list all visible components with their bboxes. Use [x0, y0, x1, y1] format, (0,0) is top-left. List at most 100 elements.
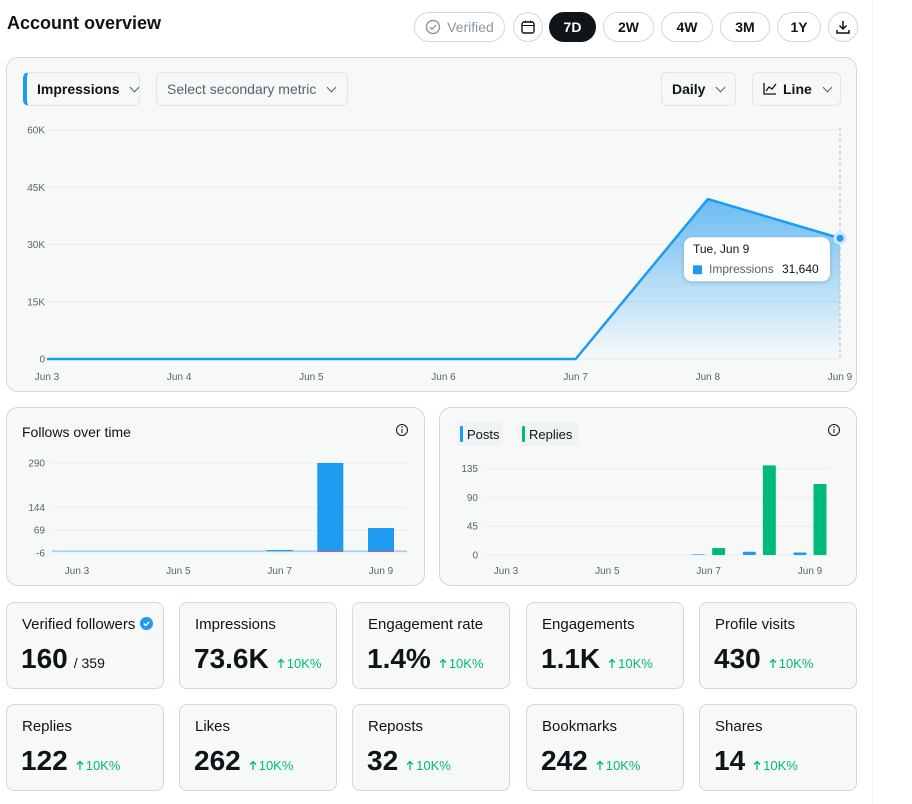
x-tick-label: Jun 4 [167, 372, 192, 383]
stat-change: 10K% [769, 656, 813, 671]
x-tick-label: Jun 3 [35, 372, 60, 383]
x-tick-label: Jun 5 [166, 566, 191, 577]
stat-change-text: 10K% [618, 656, 653, 671]
tooltip-swatch [693, 265, 702, 275]
stat-card: Engagement rate 1.4% 10K% [352, 602, 510, 689]
stat-change-text: 10K% [258, 758, 294, 773]
follows-panel [6, 407, 425, 586]
stat-number: 73.6K [194, 643, 269, 674]
point [833, 231, 847, 245]
bar [793, 552, 807, 555]
stat-change-text: 10K% [763, 758, 798, 773]
range-button[interactable]: 3M [720, 12, 770, 42]
x-tick-label: Jun 7 [267, 566, 292, 577]
calendar-icon [521, 20, 535, 34]
stat-label: Engagements [542, 616, 635, 633]
stat-label: Shares [715, 718, 763, 735]
info-icon [833, 426, 835, 428]
y-tick-label: -6 [36, 549, 45, 560]
legend-label: Replies [529, 427, 573, 442]
stat-change-text: 10K% [416, 758, 451, 773]
stat-value: 160 / 359 [21, 643, 105, 675]
x-tick-label: Jun 5 [595, 566, 620, 577]
stat-value: 1.1K 10K% [541, 643, 653, 675]
stat-number: 1.1K [541, 643, 601, 674]
y-tick-label: 15K [27, 297, 45, 308]
divider [872, 0, 873, 804]
verified-badge [140, 617, 154, 630]
stat-value: 73.6K 10K% [194, 643, 321, 675]
stat-number: 1.4% [367, 643, 431, 674]
up-arrow [406, 760, 414, 770]
tooltip-value: 31,640 [782, 262, 819, 276]
up-arrow [596, 760, 604, 770]
up-arrow [277, 658, 285, 668]
x-tick-label: Jun 9 [798, 566, 823, 577]
y-tick-label: 135 [461, 464, 478, 475]
bar [813, 483, 827, 555]
tooltip [684, 237, 830, 282]
stat-label: Profile visits [715, 616, 796, 633]
range-button[interactable]: 4W [661, 12, 713, 42]
stat-card: Likes 262 10K% [179, 704, 337, 791]
tooltip-series: Impressions [709, 262, 774, 276]
y-tick-label: 60K [27, 126, 45, 137]
verified-button[interactable]: Verified [414, 12, 505, 42]
x-tick-label: Jun 5 [299, 372, 324, 383]
range-button[interactable]: 2W [603, 12, 654, 42]
stat-label: Engagement rate [368, 616, 484, 633]
metric-dropdown[interactable]: Impressions [23, 72, 140, 106]
stat-label: Replies [22, 718, 73, 735]
legend-swatch [460, 426, 463, 442]
range-button[interactable]: 1Y [777, 12, 821, 42]
verified-icon [425, 19, 441, 35]
info-icon [401, 426, 403, 428]
interval-dropdown[interactable]: Daily [661, 72, 736, 106]
stat-total: / 359 [73, 655, 105, 671]
download-button[interactable] [828, 12, 858, 42]
bar [762, 465, 776, 555]
stat-change: 10K% [596, 758, 640, 773]
secondary-dropdown[interactable]: Select secondary metric [156, 72, 348, 106]
stat-value: 1.4% 10K% [367, 643, 484, 675]
stat-number: 242 [541, 745, 588, 776]
x-tick-label: Jun 7 [696, 566, 721, 577]
chart-title: Follows over time [22, 424, 131, 440]
style-dropdown[interactable]: Line [752, 72, 841, 106]
download-icon [836, 21, 850, 34]
calendar-button[interactable] [513, 12, 543, 42]
y-tick-label: 30K [27, 240, 45, 251]
stat-value: 32 10K% [367, 745, 451, 777]
stat-number: 160 [21, 643, 68, 674]
stat-card: Reposts 32 10K% [352, 704, 510, 791]
y-tick-label: 0 [39, 355, 45, 366]
up-arrow [769, 658, 777, 668]
stat-change-text: 10K% [85, 758, 121, 773]
stat-card: Engagements 1.1K 10K% [526, 602, 684, 689]
x-tick-label: Jun 3 [494, 566, 519, 577]
x-tick-label: Jun 6 [431, 372, 456, 383]
legend-swatch [522, 426, 525, 442]
up-arrow [76, 760, 84, 770]
up-arrow [608, 658, 616, 668]
stat-card: Impressions 73.6K 10K% [179, 602, 337, 689]
info-icon [828, 424, 840, 436]
stat-change-text: 10K% [448, 656, 484, 671]
page-title: Account overview [7, 13, 162, 33]
posts-panel [439, 407, 857, 586]
bar [317, 462, 344, 552]
x-tick-label: Jun 9 [369, 566, 394, 577]
stat-change: 10K% [76, 758, 121, 773]
bar [317, 551, 344, 552]
x-tick-label: Jun 3 [65, 566, 90, 577]
stat-number: 262 [194, 745, 241, 776]
stat-label: Reposts [368, 718, 424, 735]
y-tick-label: 69 [34, 526, 46, 537]
bar [692, 554, 706, 555]
stat-value: 430 10K% [714, 643, 813, 675]
stat-value: 122 10K% [21, 745, 120, 777]
up-arrow [249, 760, 257, 770]
stat-change: 10K% [406, 758, 451, 773]
range-button[interactable]: 7D [549, 12, 596, 42]
area [47, 199, 840, 359]
